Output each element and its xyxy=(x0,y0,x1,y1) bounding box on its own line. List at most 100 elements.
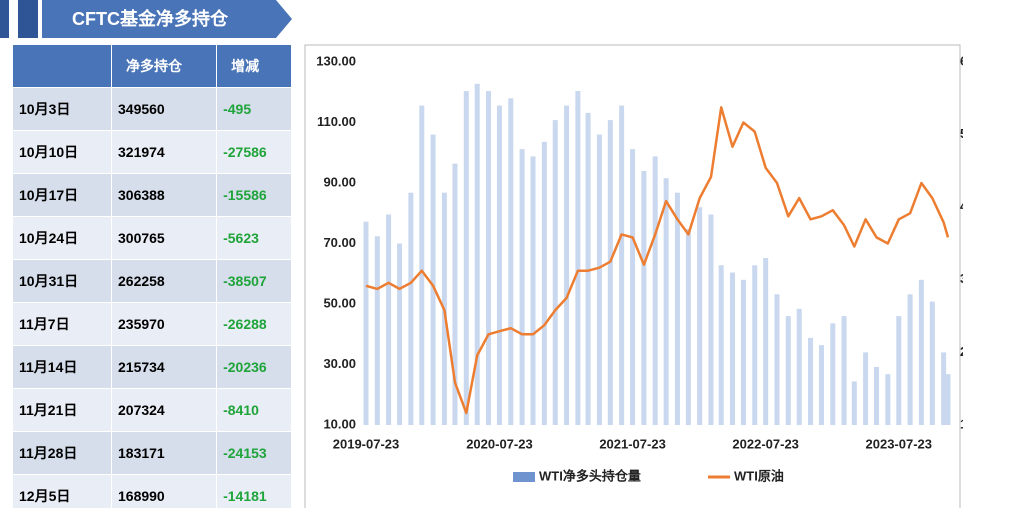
legend-label: WTI净多头持仓量 xyxy=(539,468,641,483)
bar xyxy=(607,120,613,425)
bar xyxy=(619,105,625,425)
banner-title: CFTC基金净多持仓 xyxy=(72,8,229,29)
y2-tick-label: 400,000 xyxy=(960,199,963,214)
bar xyxy=(763,258,769,425)
x-tick-label: 2020-07-23 xyxy=(466,436,533,451)
bar xyxy=(851,381,857,425)
date-cell: 11月7日 xyxy=(13,302,112,346)
value-cell: 349560 xyxy=(111,87,218,131)
bar xyxy=(708,214,714,425)
bar xyxy=(907,294,913,425)
bar xyxy=(452,163,458,425)
bar xyxy=(530,156,536,425)
value-cell: 262258 xyxy=(111,259,218,303)
bar xyxy=(463,91,469,425)
value-cell: 235970 xyxy=(111,302,218,346)
bar xyxy=(841,316,847,425)
y2-tick-label: 500,000 xyxy=(960,126,963,141)
table-row: 10月24日 300765 -5623 xyxy=(13,216,292,260)
change-cell: -5623 xyxy=(216,216,292,260)
banner: CFTC基金净多持仓 xyxy=(0,0,292,38)
bar xyxy=(652,156,658,425)
bar xyxy=(941,352,947,425)
bar xyxy=(386,214,392,425)
change-cell: -495 xyxy=(216,87,292,131)
change-cell: -38507 xyxy=(216,259,292,303)
bar xyxy=(663,178,669,425)
x-tick-label: 2019-07-23 xyxy=(333,436,400,451)
table-row: 10月17日 306388 -15586 xyxy=(13,173,292,217)
y-tick-label: 10.00 xyxy=(323,416,356,431)
table-row: 11月7日 235970 -26288 xyxy=(13,302,292,346)
table-row: 12月5日 168990 -14181 xyxy=(13,474,292,508)
change-cell: -15586 xyxy=(216,173,292,217)
date-cell: 10月10日 xyxy=(13,130,112,174)
y-tick-label: 70.00 xyxy=(323,235,356,250)
chart: 10.00 30.00 50.00 70.00 90.00 110.00 130.00 100… xyxy=(304,44,963,508)
table-row: 11月28日 183171 -24153 xyxy=(13,431,292,475)
bar xyxy=(874,366,880,425)
value-cell: 215734 xyxy=(111,345,218,389)
value-cell: 306388 xyxy=(111,173,218,217)
bar xyxy=(641,170,647,425)
bar xyxy=(374,236,380,425)
y-tick-label: 110.00 xyxy=(317,114,356,129)
x-tick-label: 2021-07-23 xyxy=(599,436,666,451)
bar xyxy=(808,337,814,425)
date-cell: 10月24日 xyxy=(13,216,112,260)
header-cell xyxy=(13,45,112,88)
bar xyxy=(896,316,902,425)
bar xyxy=(818,345,824,425)
bar xyxy=(885,374,891,425)
bar xyxy=(519,149,525,425)
banner-bg xyxy=(42,0,292,38)
legend-swatch xyxy=(513,472,535,482)
bar xyxy=(397,243,403,425)
bar xyxy=(363,221,369,425)
legend-label: WTI原油 xyxy=(734,468,784,483)
change-cell: -8410 xyxy=(216,388,292,432)
bar xyxy=(929,301,935,425)
bar xyxy=(408,192,414,425)
date-cell: 12月5日 xyxy=(13,474,112,508)
value-cell: 207324 xyxy=(111,388,218,432)
bar xyxy=(697,207,703,425)
bar xyxy=(474,83,480,425)
y2-tick-label: 300,000 xyxy=(960,271,963,286)
bar xyxy=(430,134,436,425)
header-cell: 增减 xyxy=(216,45,292,88)
y2-tick-label: 100,000 xyxy=(960,416,963,431)
bar xyxy=(508,98,514,426)
y2-tick-label: 600,000 xyxy=(960,53,963,68)
deco xyxy=(0,0,9,38)
change-cell: -27586 xyxy=(216,130,292,174)
bar xyxy=(830,323,836,425)
bar xyxy=(541,141,547,426)
header-cell: 净多持仓 xyxy=(111,45,218,88)
bar xyxy=(918,279,924,425)
y-tick-label: 130.00 xyxy=(316,53,356,68)
table-row: 10月31日 262258 -38507 xyxy=(13,259,292,303)
position-table: 净多持仓 增减 10月3日 349560 -495 10月10日 321974 -27586… xyxy=(13,45,292,508)
bar xyxy=(945,374,951,425)
bar xyxy=(496,105,502,425)
change-cell: -20236 xyxy=(216,345,292,389)
bar xyxy=(718,265,724,425)
bar xyxy=(774,294,780,425)
y-tick-label: 50.00 xyxy=(323,295,356,310)
bar xyxy=(796,308,802,425)
bar xyxy=(729,272,735,425)
bar xyxy=(752,265,758,425)
change-cell: -14181 xyxy=(216,474,292,508)
bar xyxy=(564,105,570,425)
bar xyxy=(552,120,558,425)
bar xyxy=(486,91,492,425)
date-cell: 10月17日 xyxy=(13,173,112,217)
bar xyxy=(674,192,680,425)
table-row: 11月21日 207324 -8410 xyxy=(13,388,292,432)
y2-tick-label: 200,000 xyxy=(960,344,963,359)
bar xyxy=(740,279,746,425)
date-cell: 11月21日 xyxy=(13,388,112,432)
bar xyxy=(585,112,591,425)
